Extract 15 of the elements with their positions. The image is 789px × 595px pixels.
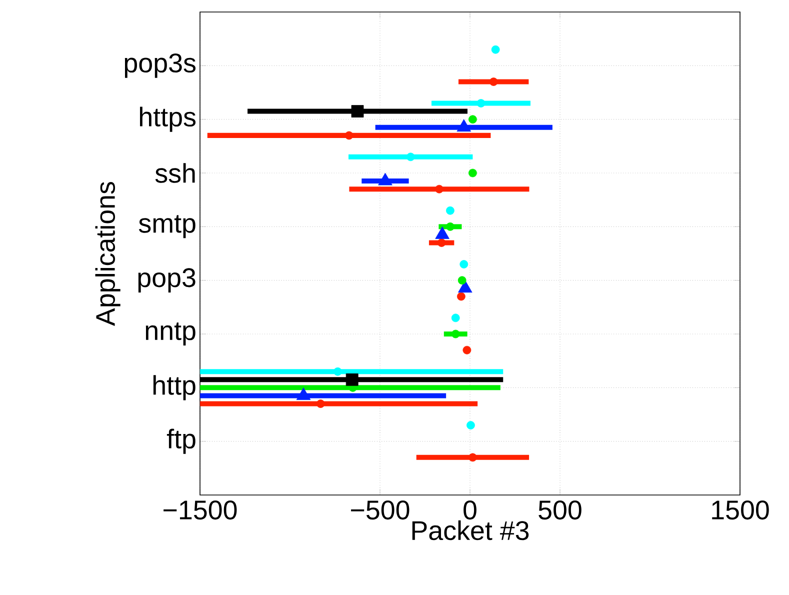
y-tick-label: http xyxy=(153,375,196,400)
y-tick-label: https xyxy=(140,106,196,132)
x-tick-label: 0 xyxy=(464,500,476,520)
y-axis-title: Applications xyxy=(95,182,120,326)
y-tick-label: ssh xyxy=(155,163,195,183)
y-tick-label: smtp xyxy=(138,215,196,238)
x-axis-title: Packet #3 xyxy=(412,520,529,540)
y-tick-label: pop3s xyxy=(124,53,196,78)
y-tick-label: pop3 xyxy=(138,268,196,293)
y-tick-label: nntp xyxy=(146,322,196,346)
y-tick-label: ftp xyxy=(166,428,196,454)
x-tick-label: −1500 xyxy=(164,500,237,520)
x-tick-label: 1500 xyxy=(712,500,769,520)
x-tick-label: −500 xyxy=(351,500,410,520)
x-tick-label: 500 xyxy=(538,500,582,520)
